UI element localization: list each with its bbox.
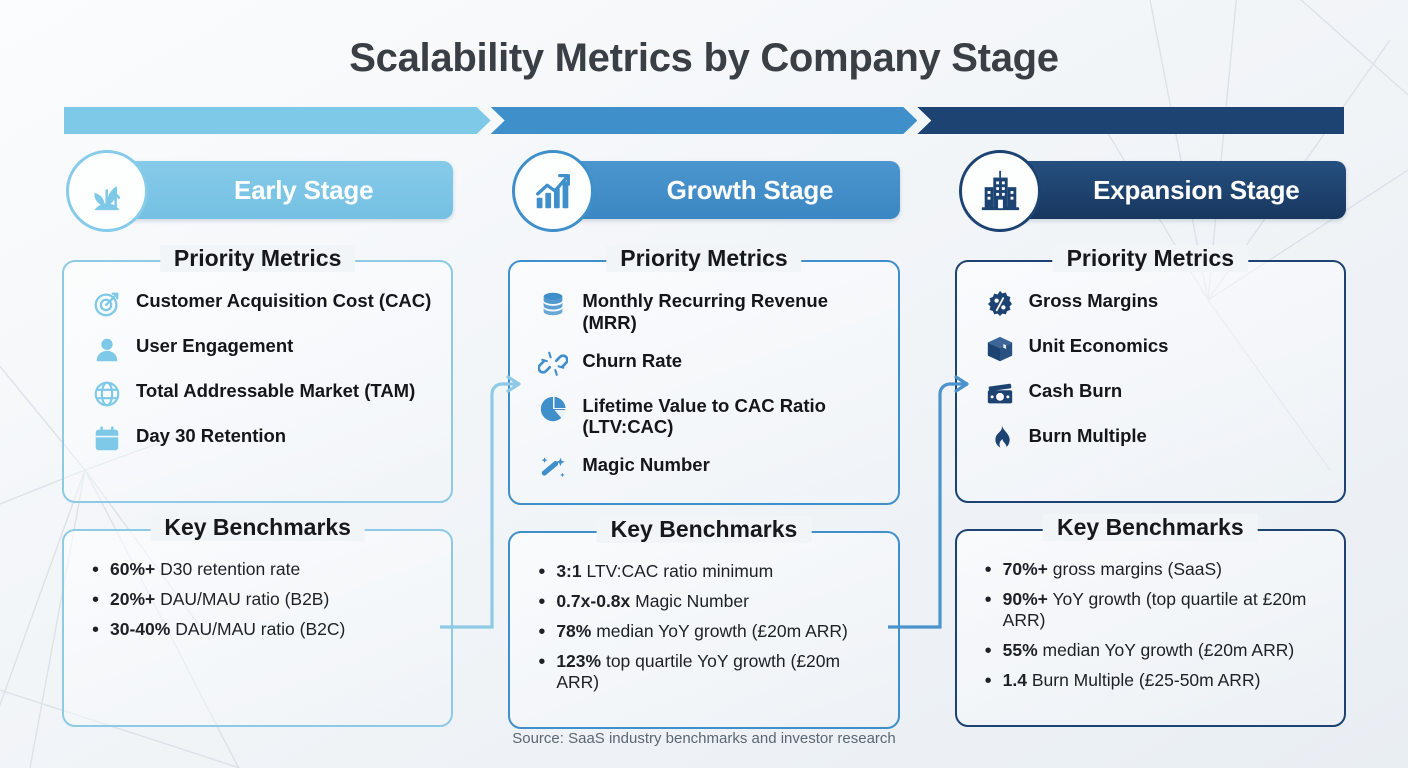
metric-label: Customer Acquisition Cost (CAC): [136, 290, 432, 311]
magic-wand-icon: [538, 453, 568, 483]
metric-label: Lifetime Value to CAC Ratio (LTV:CAC): [582, 394, 826, 438]
stage-header-early[interactable]: Early Stage: [62, 150, 454, 234]
source-note: Source: SaaS industry benchmarks and inv…: [512, 730, 896, 747]
metric-label: User Engagement: [136, 335, 294, 356]
metric-label: Unit Economics: [1028, 335, 1169, 356]
benchmark-item: 70%+ gross margins (SaaS): [983, 558, 1328, 582]
panel-title-metrics-growth: Priority Metrics: [606, 245, 802, 272]
benchmark-item: 55% median YoY growth (£20m ARR): [983, 639, 1328, 663]
metric-row: Lifetime Value to CAC Ratio (LTV:CAC): [538, 393, 881, 439]
metric-row: User Engagement: [92, 333, 435, 364]
stage-badge-early: [66, 150, 148, 232]
panel-title-benchmarks-expansion: Key Benchmarks: [1042, 514, 1258, 541]
metric-row: Burn Multiple: [985, 423, 1328, 454]
benchmark-list-early: 60%+ D30 retention rate 20%+ DAU/MAU rat…: [90, 558, 435, 642]
benchmark-item: 0.7x-0.8x Magic Number: [536, 590, 881, 614]
page-title: Scalability Metrics by Company Stage: [349, 36, 1059, 80]
percent-badge-icon: [985, 289, 1015, 319]
pie-chart-icon: [538, 394, 568, 424]
stage-header-growth[interactable]: Growth Stage: [508, 150, 900, 234]
panel-title-metrics-expansion: Priority Metrics: [1052, 245, 1249, 272]
stage-label-growth: Growth Stage: [666, 174, 834, 205]
metric-row: Customer Acquisition Cost (CAC): [92, 288, 435, 319]
benchmark-list-expansion: 70%+ gross margins (SaaS) 90%+ YoY growt…: [983, 558, 1328, 693]
metric-label: Total Addressable Market (TAM): [136, 380, 416, 401]
city-buildings-icon: [981, 170, 1019, 211]
panel-title-benchmarks-early: Key Benchmarks: [150, 514, 365, 541]
target-bullseye-icon: [92, 289, 122, 319]
progress-segment-expansion: [917, 107, 1345, 134]
benchmark-item: 3:1 LTV:CAC ratio minimum: [536, 560, 881, 584]
metric-label: Churn Rate: [582, 349, 683, 371]
stage-progress-bar: [64, 107, 1345, 134]
benchmark-item: 123% top quartile YoY growth (£20m ARR): [536, 650, 881, 693]
package-box-icon: [985, 334, 1015, 364]
metric-row: Day 30 Retention: [92, 423, 435, 454]
benchmark-item: 60%+ D30 retention rate: [90, 558, 435, 582]
broken-chain-icon: [537, 349, 569, 379]
stage-label-expansion: Expansion Stage: [1093, 174, 1300, 205]
stage-column-early: Early Stage Priority Metric: [62, 150, 454, 729]
globe-icon: [92, 379, 122, 409]
benchmark-item: 20%+ DAU/MAU ratio (B2B): [90, 588, 435, 612]
stage-header-expansion[interactable]: Expansion Stage: [955, 150, 1346, 234]
stage-badge-growth: [512, 150, 595, 232]
stage-columns: Early Stage Priority Metric: [0, 150, 1408, 730]
metric-row: Unit Economics: [985, 333, 1328, 364]
benchmark-item: 78% median YoY growth (£20m ARR): [536, 620, 881, 644]
metric-row: Monthly Recurring Revenue (MRR): [538, 288, 881, 334]
priority-metrics-panel-early: Priority Metrics Customer Acquisition Co…: [62, 245, 454, 503]
key-benchmarks-panel-early: Key Benchmarks 60%+ D30 retention rate 2…: [62, 514, 454, 727]
metric-row: Magic Number: [538, 452, 881, 483]
benchmark-item: 30-40% DAU/MAU ratio (B2C): [90, 618, 435, 642]
metric-label: Monthly Recurring Revenue (MRR): [582, 290, 829, 333]
metric-label: Burn Multiple: [1028, 425, 1147, 446]
metric-row: Churn Rate: [537, 348, 881, 379]
stage-badge-expansion: [958, 150, 1041, 232]
panel-title-metrics-early: Priority Metrics: [159, 245, 356, 272]
benchmark-item: 90%+ YoY growth (top quartile at £20m AR…: [983, 588, 1328, 631]
benchmark-item: 1.4 Burn Multiple (£25-50m ARR): [983, 669, 1328, 693]
user-person-icon: [92, 334, 122, 364]
key-benchmarks-panel-growth: Key Benchmarks 3:1 LTV:CAC ratio minimum…: [508, 516, 900, 730]
key-benchmarks-panel-expansion: Key Benchmarks 70%+ gross margins (SaaS)…: [954, 514, 1346, 727]
seedling-growth-icon: [94, 186, 121, 211]
metric-row: Cash Burn: [985, 378, 1328, 409]
growth-chart-arrow-icon: [536, 174, 571, 209]
flame-icon: [985, 424, 1015, 454]
metric-label: Cash Burn: [1028, 380, 1123, 401]
stage-label-early: Early Stage: [233, 174, 374, 205]
priority-metrics-panel-expansion: Priority Metrics Gross Margins: [954, 245, 1346, 503]
coins-stack-icon: [538, 289, 568, 319]
benchmark-list-growth: 3:1 LTV:CAC ratio minimum 0.7x-0.8x Magi…: [536, 560, 881, 693]
stage-column-growth: Growth Stage Pri: [508, 150, 900, 730]
metric-label: Day 30 Retention: [136, 425, 287, 446]
banknote-cash-icon: [985, 379, 1015, 409]
stage-column-expansion: Expansion Stage: [954, 150, 1346, 729]
progress-segment-growth: [491, 107, 918, 134]
metric-label: Gross Margins: [1028, 290, 1159, 311]
progress-segment-early: [64, 107, 491, 134]
calendar-icon: [92, 424, 122, 454]
metric-row: Total Addressable Market (TAM): [92, 378, 435, 409]
metric-row: Gross Margins: [985, 288, 1328, 319]
priority-metrics-panel-growth: Priority Metrics Monthly Recurring Reven…: [508, 245, 900, 506]
panel-title-benchmarks-growth: Key Benchmarks: [596, 516, 812, 544]
metric-label: Magic Number: [582, 454, 710, 476]
